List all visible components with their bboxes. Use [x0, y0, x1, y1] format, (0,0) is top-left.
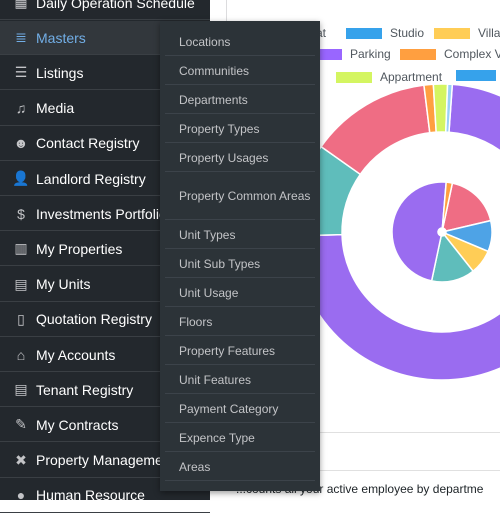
sidebar-item-label: My Contracts	[36, 416, 119, 433]
submenu-item-unit-types[interactable]: Unit Types	[165, 222, 315, 249]
submenu-item-locations[interactable]: Locations	[165, 29, 315, 56]
edit-icon: ✎	[15, 416, 27, 433]
sidebar-item-landlord-registry[interactable]: 👤 Landlord Registry	[0, 162, 210, 196]
inner-ring-slice-complex-v[interactable]	[441, 181, 454, 229]
divider	[226, 470, 500, 471]
sidebar-item-label: Daily Operation Schedule	[36, 0, 195, 11]
sidebar-item-my-contracts[interactable]: ✎ My Contracts	[0, 408, 210, 443]
id-card-icon: ▤	[14, 381, 28, 398]
doughnut-chart	[293, 83, 500, 381]
sidebar-item-property-management[interactable]: ✖ Property Management	[0, 444, 210, 478]
legend-swatch	[306, 48, 342, 60]
sidebar-item-listings[interactable]: ☰ Listings	[0, 56, 210, 91]
sidebar-item-media[interactable]: ♫ Media	[0, 92, 210, 126]
person-icon: ●	[16, 487, 26, 504]
submenu-item-floors[interactable]: Floors	[165, 309, 315, 336]
document-icon: ▯	[17, 310, 25, 327]
sidebar-item-my-properties[interactable]: ▥ My Properties	[0, 232, 210, 267]
legend-label: Studio	[390, 26, 425, 40]
sidebar-item-label: Human Resource	[36, 487, 145, 504]
submenu-item-unit-features[interactable]: Unit Features	[165, 367, 315, 394]
legend-label: Appartment	[380, 70, 443, 84]
sidebar-item-label: Media	[36, 100, 75, 117]
submenu-item-communities[interactable]: Communities	[165, 58, 315, 85]
submenu-item-property-features[interactable]: Property Features	[165, 338, 315, 365]
id-card-icon: ▤	[14, 275, 28, 292]
legend-swatch	[400, 48, 436, 60]
legend-swatch	[346, 27, 382, 39]
sidebar-item-label: Property Management	[36, 452, 175, 469]
legend-item[interactable]: Complex V	[400, 47, 500, 61]
legend-item[interactable]: Parking	[306, 47, 391, 61]
legend-label: Complex V	[444, 47, 500, 61]
sidebar-item-my-units[interactable]: ▤ My Units	[0, 268, 210, 302]
sidebar-item-tenant-registry[interactable]: ▤ Tenant Registry	[0, 373, 210, 408]
sidebar-item-label: Tenant Registry	[36, 381, 134, 398]
inner-ring-slice-parking[interactable]	[391, 181, 447, 282]
submenu-item-property-usages[interactable]: Property Usages	[165, 145, 315, 172]
masters-submenu: Locations Communities Departments Property …	[160, 21, 320, 491]
sidebar-item-label: My Properties	[36, 240, 123, 257]
dollar-icon: $	[17, 205, 25, 222]
sidebar-item-investments-portfolio[interactable]: $ Investments Portfolio	[0, 197, 210, 232]
sidebar-item-label: Quotation Registry	[36, 311, 152, 328]
legend-swatch	[434, 27, 470, 39]
submenu-item-expence-type[interactable]: Expence Type	[165, 425, 315, 452]
divider	[226, 432, 500, 433]
calendar-icon: ▦	[14, 0, 28, 10]
wrench-icon: ✖	[15, 451, 27, 468]
sidebar-item-daily-operation-schedule[interactable]: ▦ Daily Operation Schedule	[0, 0, 210, 20]
submenu-item-property-common-areas[interactable]: Property Common Areas	[165, 174, 315, 220]
sidebar-item-label: Contact Registry	[36, 135, 140, 152]
legend-item[interactable]: Studio	[346, 26, 424, 40]
sidebar-item-label: Landlord Registry	[36, 170, 146, 187]
groups-icon: ☻	[13, 135, 29, 152]
sidebar-item-contact-registry[interactable]: ☻ Contact Registry	[0, 127, 210, 161]
submenu-item-property-types[interactable]: Property Types	[165, 116, 315, 143]
legend-swatch	[336, 71, 372, 83]
building-icon: ▥	[14, 240, 28, 257]
sidebar-item-label: Masters	[36, 29, 86, 46]
sidebar-item-label: My Units	[36, 276, 91, 293]
user-icon: 👤	[12, 170, 30, 186]
legend-label: Parking	[350, 47, 391, 61]
sidebar-item-label: Investments Portfolio	[36, 205, 167, 222]
submenu-item-unit-sub-types[interactable]: Unit Sub Types	[165, 251, 315, 278]
sidebar-item-label: Listings	[36, 64, 84, 81]
media-icon: ♫	[15, 100, 27, 117]
legend-item[interactable]: Villa	[434, 26, 500, 40]
submenu-item-departments[interactable]: Departments	[165, 87, 315, 114]
sidebar-item-my-accounts[interactable]: ⌂ My Accounts	[0, 338, 210, 372]
legend-swatch	[456, 70, 496, 81]
bank-icon: ⌂	[16, 346, 26, 363]
list-icon: ☰	[14, 64, 28, 81]
legend-item[interactable]: Appartment	[336, 70, 442, 84]
submenu-item-unit-usage[interactable]: Unit Usage	[165, 280, 315, 307]
submenu-item-areas[interactable]: Areas	[165, 454, 315, 481]
submenu-item-payment-category[interactable]: Payment Category	[165, 396, 315, 423]
inner-ring-slice-red-segment[interactable]	[441, 182, 492, 232]
database-icon: ≣	[15, 29, 27, 46]
outer-ring-slice-extra[interactable]	[444, 83, 454, 134]
sidebar-item-quotation-registry[interactable]: ▯ Quotation Registry	[0, 303, 210, 337]
legend-label: Villa	[478, 26, 500, 40]
sidebar-item-label: My Accounts	[36, 346, 116, 363]
